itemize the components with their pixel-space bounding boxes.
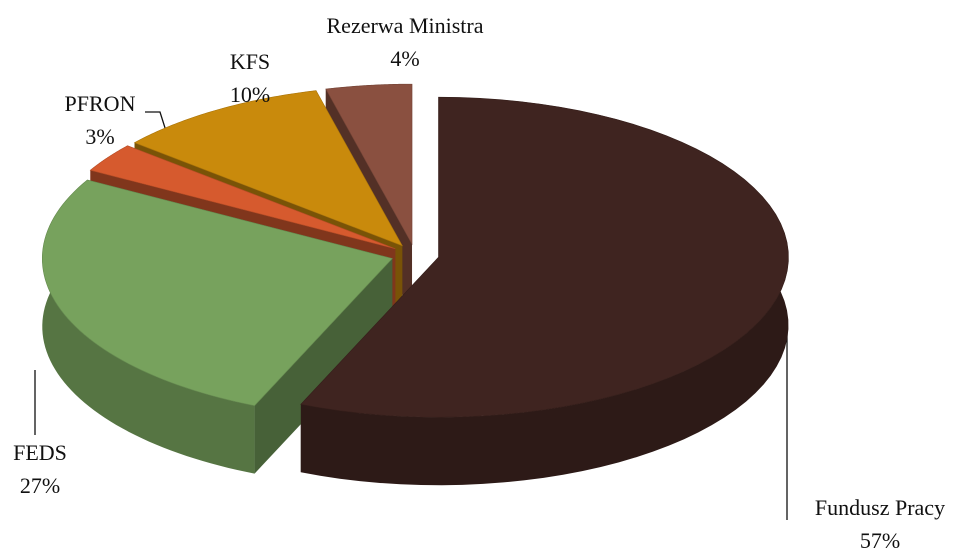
slice-label: Rezerwa Ministra xyxy=(327,13,484,38)
slice-value-label: 27% xyxy=(20,473,60,498)
slice-side xyxy=(42,179,255,474)
slice xyxy=(89,145,396,250)
slice-label: PFRON xyxy=(65,91,136,116)
slice xyxy=(325,83,413,246)
slice xyxy=(133,90,403,247)
slice-label: Fundusz Pracy xyxy=(815,495,945,520)
slice-label: KFS xyxy=(230,49,270,74)
slice-value-label: 4% xyxy=(390,46,419,71)
slice-side xyxy=(254,258,393,474)
slice xyxy=(300,96,789,418)
slice xyxy=(41,179,393,406)
slice-label: FEDS xyxy=(13,440,67,465)
slice-value-label: 57% xyxy=(860,528,900,553)
slice-value-label: 10% xyxy=(230,82,270,107)
slice-value-label: 3% xyxy=(85,124,114,149)
